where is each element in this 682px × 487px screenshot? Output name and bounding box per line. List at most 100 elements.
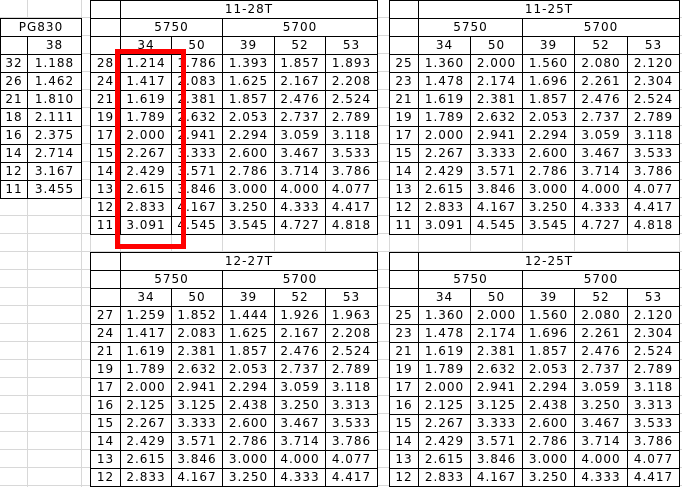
- value-cell[interactable]: 3.250: [574, 396, 628, 415]
- table-title[interactable]: 11-25T: [418, 0, 680, 19]
- row-label[interactable]: 14: [90, 432, 121, 451]
- row-label[interactable]: 23: [389, 324, 419, 343]
- value-cell[interactable]: 4.000: [574, 450, 628, 469]
- value-cell[interactable]: 1.810: [27, 90, 82, 109]
- value-cell[interactable]: 1.462: [27, 72, 82, 91]
- row-label[interactable]: 12: [389, 198, 419, 217]
- value-cell[interactable]: 3.000: [522, 180, 575, 199]
- value-cell[interactable]: 4.818: [325, 216, 378, 235]
- column-header[interactable]: 39: [222, 36, 275, 55]
- column-header[interactable]: 52: [274, 36, 326, 55]
- label-header-cell[interactable]: [389, 36, 419, 55]
- value-cell[interactable]: 2.632: [171, 360, 223, 379]
- value-cell[interactable]: 2.632: [171, 108, 223, 127]
- value-cell[interactable]: 2.208: [325, 72, 378, 91]
- value-cell[interactable]: 3.059: [274, 378, 326, 397]
- value-cell[interactable]: 3.846: [171, 180, 223, 199]
- value-cell[interactable]: 3.118: [325, 378, 378, 397]
- row-label[interactable]: 26: [0, 72, 28, 91]
- row-label[interactable]: 17: [389, 126, 419, 145]
- value-cell[interactable]: 4.167: [171, 468, 223, 487]
- value-cell[interactable]: 3.571: [470, 162, 523, 181]
- value-cell[interactable]: 2.429: [120, 432, 172, 451]
- value-cell[interactable]: 2.294: [522, 126, 575, 145]
- group-header[interactable]: 5700: [222, 270, 378, 289]
- value-cell[interactable]: 3.714: [274, 162, 326, 181]
- value-cell[interactable]: 2.600: [522, 414, 575, 433]
- value-cell[interactable]: 2.000: [120, 126, 172, 145]
- group-header[interactable]: 5750: [120, 18, 223, 37]
- column-header[interactable]: 50: [470, 36, 523, 55]
- table-title[interactable]: 11-28T: [120, 0, 378, 19]
- value-cell[interactable]: 2.053: [222, 360, 275, 379]
- value-cell[interactable]: 2.294: [522, 378, 575, 397]
- value-cell[interactable]: 4.417: [325, 468, 378, 487]
- value-cell[interactable]: 2.000: [120, 378, 172, 397]
- value-cell[interactable]: 2.600: [222, 414, 275, 433]
- value-cell[interactable]: 3.091: [418, 216, 471, 235]
- value-cell[interactable]: 2.737: [274, 360, 326, 379]
- value-cell[interactable]: 2.438: [222, 396, 275, 415]
- value-cell[interactable]: 3.846: [470, 450, 523, 469]
- value-cell[interactable]: 2.941: [470, 378, 523, 397]
- value-cell[interactable]: 1.478: [418, 72, 471, 91]
- value-cell[interactable]: 2.600: [522, 144, 575, 163]
- value-cell[interactable]: 2.053: [522, 108, 575, 127]
- value-cell[interactable]: 2.789: [627, 360, 680, 379]
- value-cell[interactable]: 2.941: [171, 126, 223, 145]
- value-cell[interactable]: 1.696: [522, 72, 575, 91]
- value-cell[interactable]: 2.615: [120, 180, 172, 199]
- value-cell[interactable]: 3.000: [522, 450, 575, 469]
- value-cell[interactable]: 3.118: [627, 378, 680, 397]
- value-cell[interactable]: 3.846: [171, 450, 223, 469]
- value-cell[interactable]: 2.615: [120, 450, 172, 469]
- value-cell[interactable]: 2.833: [418, 468, 471, 487]
- value-cell[interactable]: 2.053: [222, 108, 275, 127]
- row-label[interactable]: 18: [0, 108, 28, 127]
- value-cell[interactable]: 1.619: [418, 90, 471, 109]
- value-cell[interactable]: 2.524: [325, 90, 378, 109]
- value-cell[interactable]: 3.571: [171, 162, 223, 181]
- value-cell[interactable]: 1.360: [418, 54, 471, 73]
- value-cell[interactable]: 2.174: [470, 72, 523, 91]
- row-label[interactable]: 17: [90, 126, 121, 145]
- label-header-cell[interactable]: [90, 36, 121, 55]
- value-cell[interactable]: 3.714: [274, 432, 326, 451]
- value-cell[interactable]: 2.304: [627, 72, 680, 91]
- row-label[interactable]: 14: [389, 432, 419, 451]
- value-cell[interactable]: 1.789: [418, 108, 471, 127]
- column-header[interactable]: 38: [27, 36, 82, 55]
- value-cell[interactable]: 2.789: [325, 108, 378, 127]
- value-cell[interactable]: 1.852: [171, 306, 223, 325]
- value-cell[interactable]: 2.294: [222, 378, 275, 397]
- value-cell[interactable]: 2.000: [470, 54, 523, 73]
- value-cell[interactable]: 3.250: [522, 468, 575, 487]
- group-header[interactable]: 5750: [120, 270, 223, 289]
- value-cell[interactable]: 1.789: [418, 360, 471, 379]
- value-cell[interactable]: 2.438: [522, 396, 575, 415]
- value-cell[interactable]: 3.455: [27, 180, 82, 199]
- value-cell[interactable]: 1.857: [274, 54, 326, 73]
- column-header[interactable]: 34: [120, 36, 172, 55]
- value-cell[interactable]: 2.000: [470, 306, 523, 325]
- row-label[interactable]: 32: [0, 54, 28, 73]
- value-cell[interactable]: 2.083: [171, 324, 223, 343]
- value-cell[interactable]: 2.080: [574, 54, 628, 73]
- value-cell[interactable]: 2.381: [171, 342, 223, 361]
- value-cell[interactable]: 2.476: [574, 90, 628, 109]
- value-cell[interactable]: 2.737: [574, 360, 628, 379]
- row-label[interactable]: 15: [389, 144, 419, 163]
- value-cell[interactable]: 3.786: [325, 162, 378, 181]
- value-cell[interactable]: 2.833: [120, 468, 172, 487]
- value-cell[interactable]: 1.857: [222, 90, 275, 109]
- value-cell[interactable]: 2.267: [418, 144, 471, 163]
- column-header[interactable]: 50: [171, 288, 223, 307]
- row-label[interactable]: 21: [389, 90, 419, 109]
- column-header[interactable]: 34: [418, 36, 471, 55]
- value-cell[interactable]: 3.125: [470, 396, 523, 415]
- value-cell[interactable]: 3.125: [171, 396, 223, 415]
- value-cell[interactable]: 2.267: [418, 414, 471, 433]
- value-cell[interactable]: 3.545: [222, 216, 275, 235]
- value-cell[interactable]: 2.083: [171, 72, 223, 91]
- group-header[interactable]: 5700: [522, 18, 680, 37]
